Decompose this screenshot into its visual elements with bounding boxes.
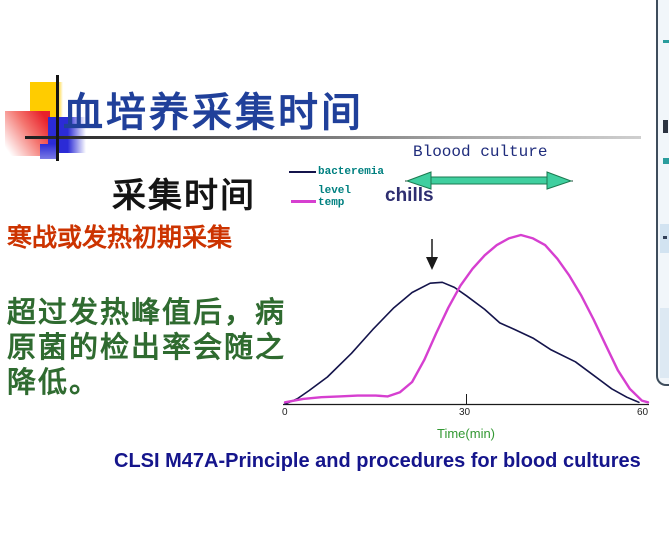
x-tick-label-60: 60	[637, 407, 649, 418]
legend-label-temp: temp	[318, 197, 345, 209]
x-axis-title: Time(min)	[437, 426, 496, 441]
right-side-panel[interactable]	[656, 0, 669, 386]
section-heading: 采集时间	[112, 176, 256, 216]
double-headed-arrow-icon	[405, 171, 573, 190]
x-tick-label-30: 30	[459, 407, 471, 418]
line-chart-plot	[283, 233, 650, 406]
clipped-glyph-fragment	[663, 40, 669, 43]
bacteremia-curve	[284, 281, 640, 405]
clipped-glyph-fragment	[663, 120, 668, 133]
footer-citation: CLSI M47A-Principle and procedures for b…	[114, 450, 641, 472]
green-note-text: 超过发热峰值后，病原菌的检出率会随之降低。	[7, 295, 287, 399]
legend-label-bacteremia: bacteremia level	[318, 166, 385, 197]
red-note-text: 寒战或发热初期采集	[7, 223, 233, 252]
deco-blue-square-small	[40, 144, 58, 159]
title-underline	[25, 136, 641, 139]
chart-title: Bloood culture	[413, 143, 548, 161]
x-tick-label-0: 0	[282, 407, 288, 418]
legend-swatch-bacteremia	[289, 171, 316, 173]
slide-title: 血培养采集时间	[63, 89, 364, 136]
peak-down-arrow-icon	[426, 239, 438, 270]
temp-curve	[283, 233, 650, 404]
panel-bottom-band	[660, 308, 669, 378]
clipped-glyph-fragment	[663, 236, 667, 239]
legend-swatch-temp	[291, 200, 316, 203]
deco-vertical-line	[56, 75, 59, 161]
chills-label: chills	[385, 185, 434, 206]
clipped-glyph-fragment	[663, 158, 669, 164]
